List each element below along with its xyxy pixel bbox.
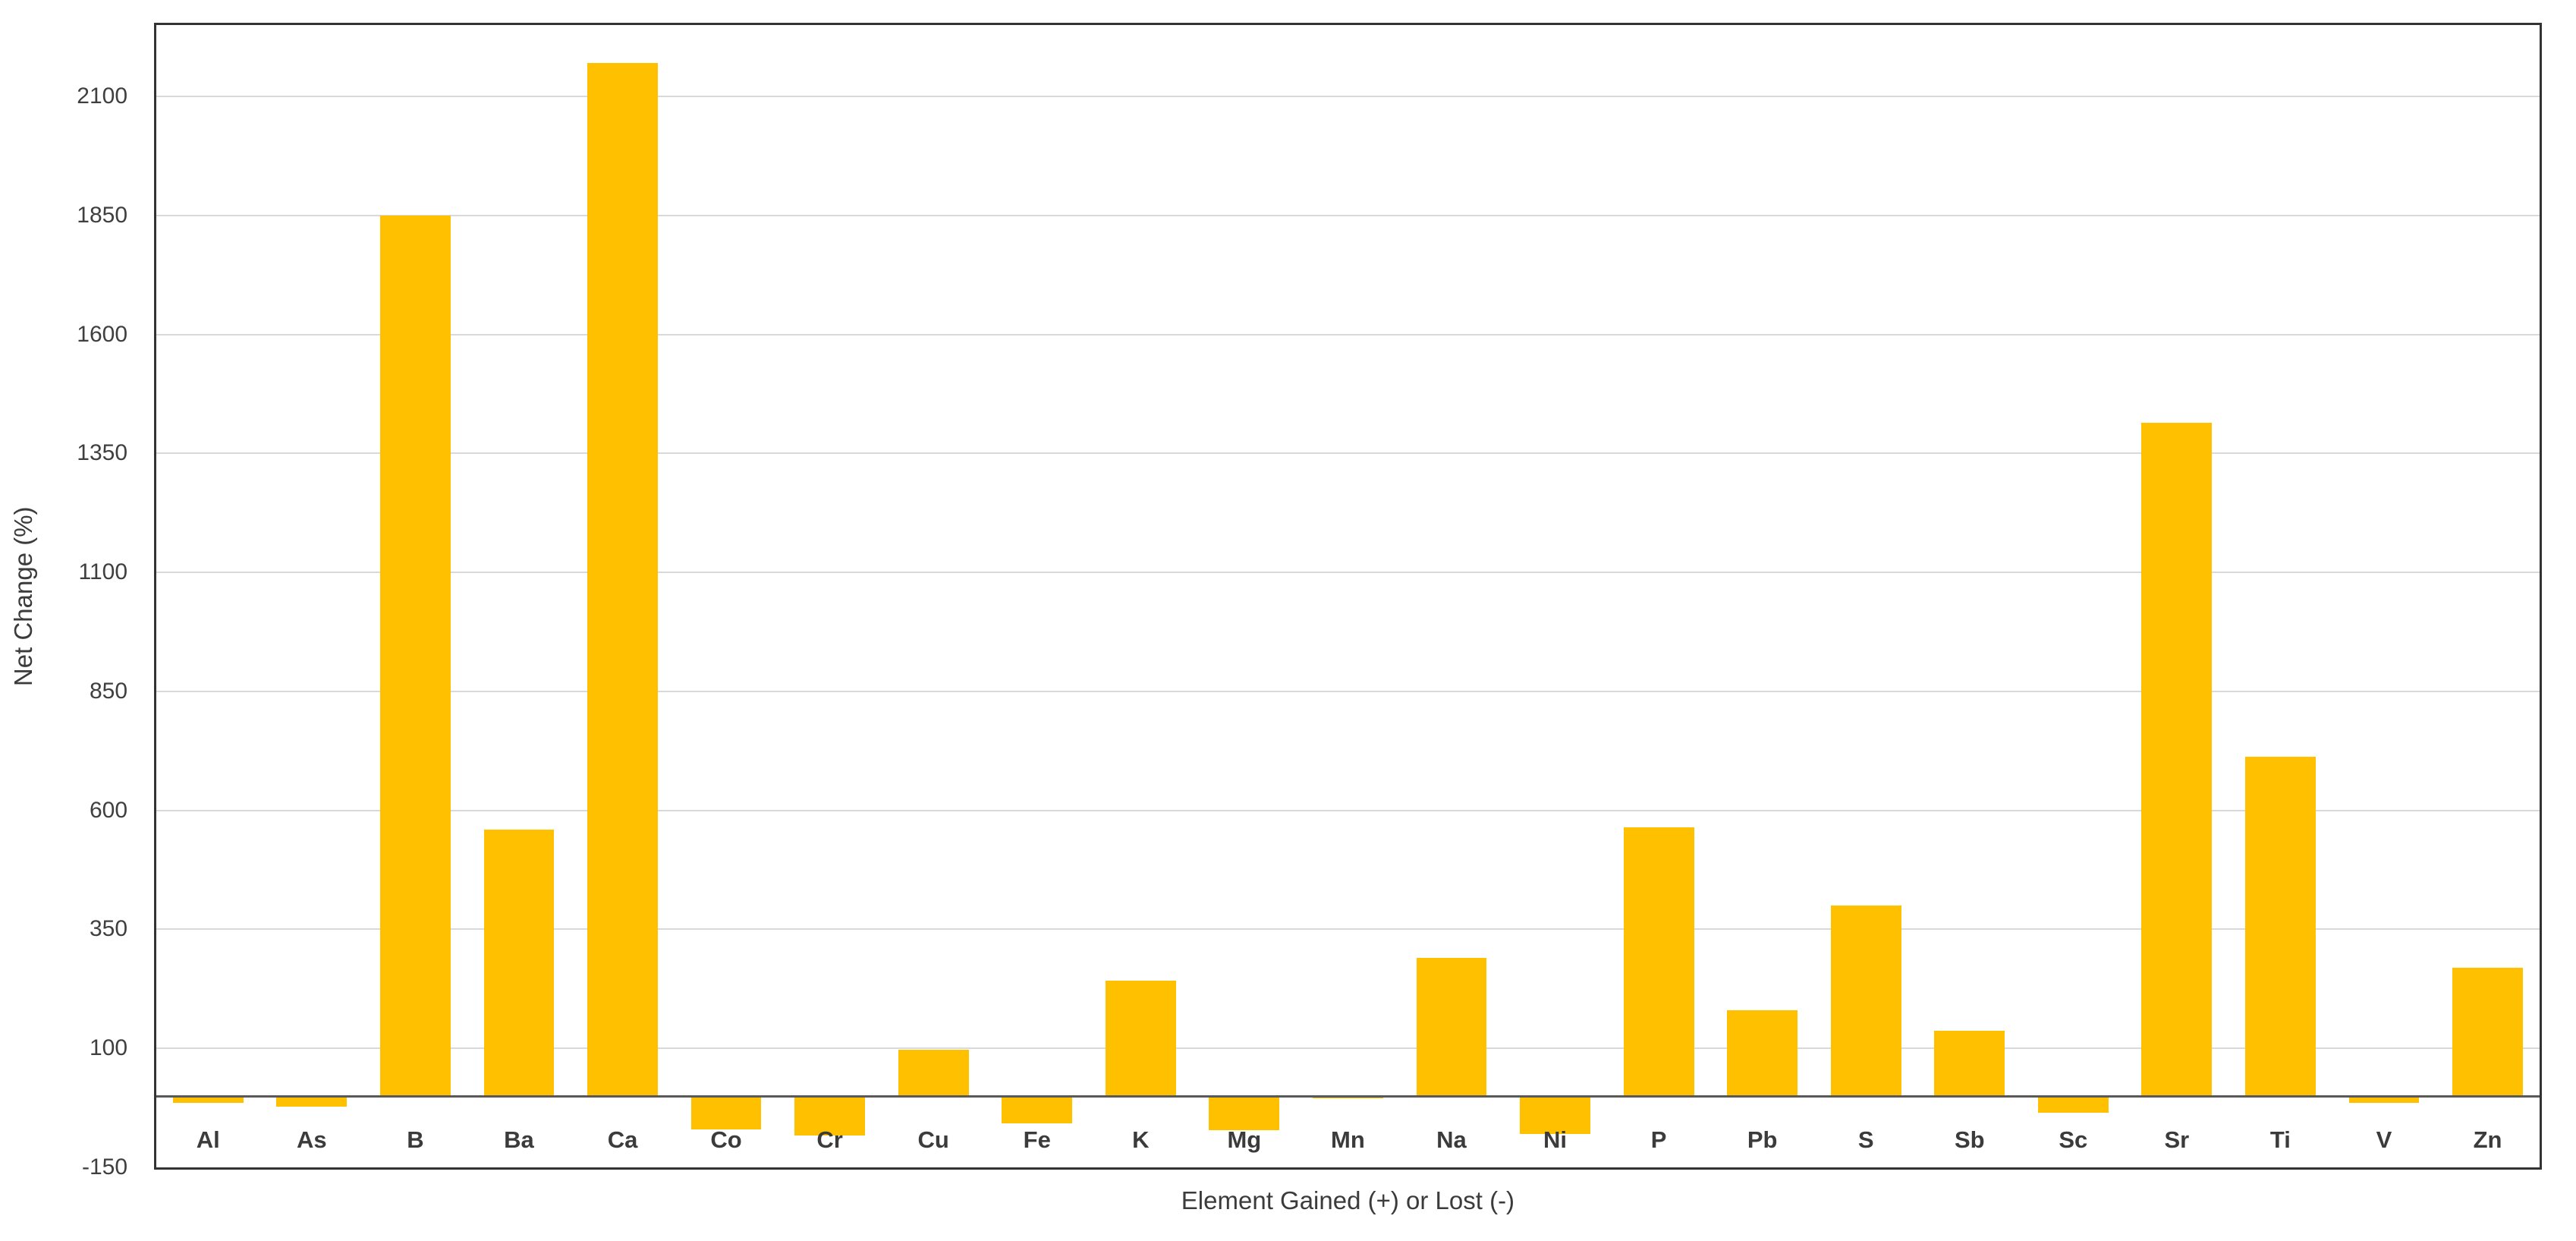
bar-As — [276, 1095, 348, 1107]
x-category-label: S — [1857, 1126, 1874, 1153]
y-axis-tick-label: 1350 — [77, 440, 128, 466]
bar-Sb — [1934, 1030, 2005, 1096]
x-category-label: Ba — [504, 1126, 534, 1153]
bar-Co — [690, 1095, 762, 1129]
y-axis-tick-label: 1600 — [77, 321, 128, 347]
x-category-label: Ti — [2269, 1126, 2291, 1153]
bar-Sr — [2141, 423, 2213, 1096]
bar-Al — [172, 1095, 244, 1104]
bar-Ba — [483, 829, 555, 1096]
x-category-label: P — [1650, 1126, 1667, 1153]
y-axis-tick-label: 1850 — [77, 202, 128, 228]
bar-Ni — [1520, 1095, 1590, 1135]
x-category-label: Ca — [607, 1126, 638, 1153]
x-axis-title: Element Gained (+) or Lost (-) — [1181, 1186, 1515, 1214]
y-axis-tick-label: 1100 — [78, 559, 128, 585]
y-axis-tick-label: 2100 — [77, 83, 128, 109]
x-category-label: Mn — [1331, 1126, 1365, 1153]
x-category-label: Pb — [1747, 1126, 1778, 1153]
x-category-label: Sc — [2059, 1126, 2088, 1153]
bar-K — [1105, 981, 1176, 1096]
bar-B — [379, 215, 451, 1096]
bar-Ca — [587, 63, 658, 1096]
bar-Fe — [1002, 1095, 1073, 1124]
bar-Na — [1416, 958, 1487, 1096]
gridline — [156, 95, 2540, 97]
gridline — [156, 572, 2540, 574]
bar-V — [2348, 1095, 2420, 1104]
y-axis-tick-label: -150 — [81, 1154, 128, 1180]
gridline — [156, 214, 2540, 216]
bar-Zn — [2452, 968, 2523, 1096]
x-category-label: Mg — [1227, 1126, 1262, 1153]
bar-S — [1830, 906, 1901, 1096]
zero-axis-line — [156, 1095, 2540, 1098]
gridline — [156, 690, 2540, 692]
x-category-label: B — [407, 1126, 424, 1153]
x-category-label: Co — [710, 1126, 742, 1153]
y-axis-tick-label: 850 — [89, 678, 128, 704]
gridline — [156, 333, 2540, 335]
x-category-label: Ni — [1543, 1126, 1568, 1153]
x-category-label: Fe — [1023, 1126, 1051, 1153]
x-category-label: Al — [196, 1126, 220, 1153]
bar-Sc — [2037, 1095, 2109, 1113]
bar-Cr — [794, 1095, 866, 1135]
bar-P — [1623, 827, 1694, 1096]
y-axis-tick-label: 100 — [89, 1035, 128, 1061]
bar-Ti — [2245, 756, 2316, 1096]
gridline — [156, 928, 2540, 931]
x-category-label: V — [2376, 1126, 2392, 1153]
x-category-label: Cr — [816, 1126, 843, 1153]
gridline — [156, 1047, 2540, 1050]
x-category-label: Sr — [2164, 1126, 2190, 1153]
bar-Cu — [898, 1050, 969, 1096]
y-axis-tick-label: 600 — [89, 797, 128, 823]
x-category-label: K — [1132, 1126, 1150, 1153]
bar-Mg — [1209, 1095, 1280, 1131]
x-category-label: Cu — [917, 1126, 949, 1153]
x-category-label: Na — [1436, 1126, 1467, 1153]
gridline — [156, 452, 2540, 455]
bar-Pb — [1727, 1010, 1798, 1096]
x-category-label: Sb — [1954, 1126, 1985, 1153]
gridline — [156, 809, 2540, 811]
y-axis-title: Net Change (%) — [9, 506, 37, 686]
y-axis-tick-label: 350 — [89, 916, 128, 942]
x-category-label: Zn — [2473, 1126, 2502, 1153]
plot-area: -150 100 350 600 850 1100 1350 1600 1850 2100 Al As… — [77, 22, 2542, 1180]
x-category-label: As — [297, 1126, 327, 1153]
